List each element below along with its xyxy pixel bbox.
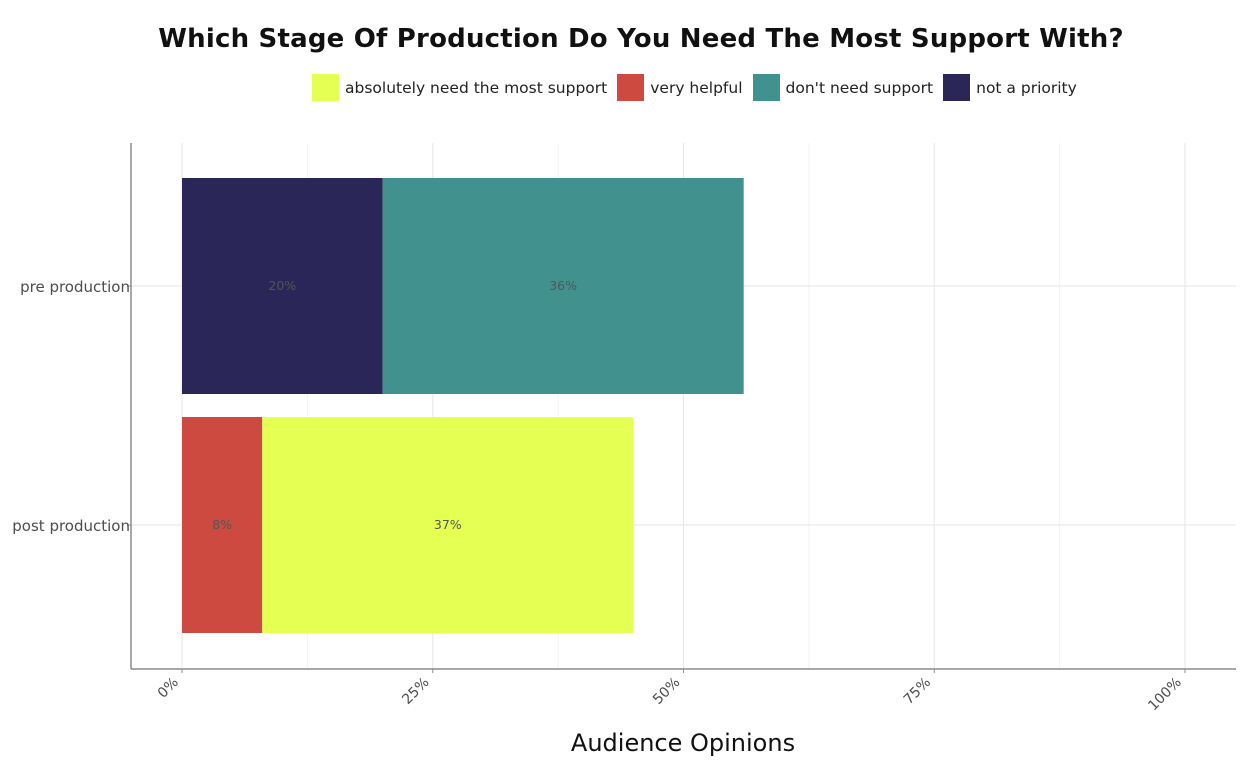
x-tick-label: 100% bbox=[1145, 675, 1185, 715]
legend-swatch-not-a-priority bbox=[943, 74, 971, 101]
x-tick-label: 75% bbox=[901, 675, 934, 708]
bar-segment bbox=[382, 178, 744, 394]
legend-label-dont-need-support: don't need support bbox=[785, 78, 934, 97]
legend-label-absolutely-need: absolutely need the most support bbox=[345, 78, 608, 97]
legend-label-very-helpful: very helpful bbox=[650, 78, 743, 97]
y-tick-label: pre production bbox=[20, 278, 130, 296]
chart-title: Which Stage Of Production Do You Need Th… bbox=[158, 24, 1124, 54]
x-tick-label: 25% bbox=[399, 675, 432, 708]
x-axis-title: Audience Opinions bbox=[571, 729, 795, 757]
legend-label-not-a-priority: not a priority bbox=[976, 78, 1077, 97]
data-label: 20% bbox=[268, 278, 296, 293]
data-label: 37% bbox=[434, 517, 462, 532]
legend-item-very-helpful: very helpful bbox=[617, 74, 743, 101]
legend-swatch-absolutely-need bbox=[312, 74, 339, 101]
data-label: 36% bbox=[549, 278, 577, 293]
bar-segment bbox=[262, 417, 634, 633]
legend-item-not-a-priority: not a priority bbox=[943, 74, 1077, 101]
legend-item-dont-need-support: don't need support bbox=[752, 74, 934, 101]
y-tick-label: post production bbox=[12, 517, 130, 535]
legend-swatch-dont-need-support bbox=[752, 74, 780, 101]
x-tick-label: 0% bbox=[155, 675, 182, 702]
legend-item-absolutely-need: absolutely need the most support bbox=[312, 74, 607, 101]
legend: absolutely need the most support very he… bbox=[312, 74, 1087, 101]
x-tick-label: 50% bbox=[650, 675, 683, 708]
legend-swatch-very-helpful bbox=[617, 74, 645, 101]
data-label: 8% bbox=[212, 517, 232, 532]
bar-segment bbox=[182, 417, 263, 633]
bar-segment bbox=[182, 178, 383, 394]
